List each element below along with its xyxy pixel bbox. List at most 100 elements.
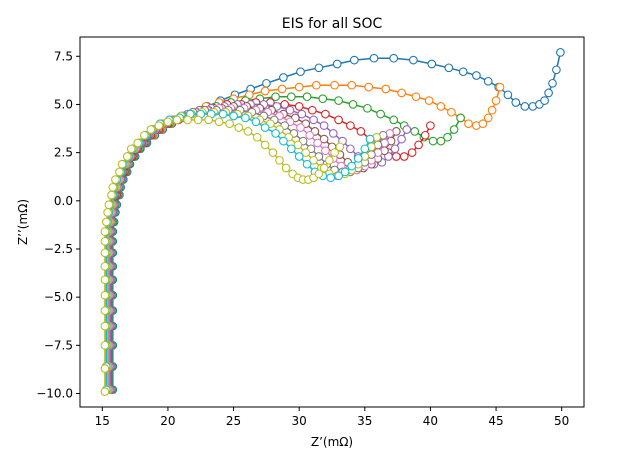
data-point <box>172 115 182 125</box>
data-point <box>397 134 406 144</box>
data-point <box>122 152 132 161</box>
data-point <box>285 105 295 115</box>
data-point <box>391 152 401 161</box>
data-point <box>402 125 412 134</box>
y-tick-label: 2.5 <box>54 146 73 160</box>
data-point <box>111 175 120 184</box>
data-point <box>349 55 359 65</box>
y-tick-label: 5.0 <box>54 97 73 111</box>
data-point <box>100 290 110 300</box>
data-point <box>313 138 322 148</box>
data-point <box>365 134 375 144</box>
data-point <box>414 140 423 150</box>
data-point <box>314 169 324 179</box>
data-point <box>427 59 437 69</box>
data-point <box>309 115 318 125</box>
data-point <box>544 88 553 98</box>
data-point <box>251 117 261 127</box>
y-tick-label: 7.5 <box>54 49 73 63</box>
y-axis-ticks: −10.0 −7.5 −5.0 −2.5 0.0 2.5 5.0 7.5 <box>36 49 80 401</box>
data-point <box>281 163 291 173</box>
series-11 <box>100 115 345 396</box>
data-point <box>100 321 110 331</box>
data-point <box>100 275 110 285</box>
data-point <box>381 84 391 94</box>
data-point <box>491 96 501 105</box>
data-point <box>229 111 238 121</box>
y-tick-label: −5.0 <box>44 290 73 304</box>
data-point <box>335 142 345 152</box>
data-point <box>101 217 111 227</box>
data-point <box>271 92 280 102</box>
data-point <box>356 127 366 136</box>
data-point <box>319 163 329 173</box>
data-point <box>133 138 143 148</box>
data-point <box>449 125 459 134</box>
data-point <box>294 82 304 92</box>
data-point <box>103 208 112 217</box>
data-point <box>183 115 192 125</box>
data-point <box>464 119 473 129</box>
data-point <box>301 148 311 157</box>
x-tick-label: 45 <box>488 414 503 428</box>
data-point <box>390 144 400 154</box>
data-point <box>279 73 288 82</box>
data-point <box>104 200 114 210</box>
data-point <box>107 190 116 200</box>
x-tick-label: 25 <box>226 414 241 428</box>
data-point <box>328 129 338 138</box>
data-point <box>293 140 303 150</box>
x-tick-label: 15 <box>95 414 110 428</box>
data-point <box>424 96 434 105</box>
data-point <box>100 227 110 236</box>
data-point <box>234 123 244 132</box>
data-point <box>399 152 409 161</box>
data-point <box>376 109 385 119</box>
data-point <box>384 152 393 161</box>
data-point <box>334 115 343 125</box>
data-point <box>260 140 270 150</box>
data-point <box>325 155 334 165</box>
data-point <box>241 113 250 123</box>
data-point <box>260 123 270 132</box>
data-point <box>407 148 417 157</box>
data-point <box>520 102 530 111</box>
data-point <box>495 82 505 92</box>
data-point <box>275 155 284 165</box>
data-point <box>426 121 435 130</box>
data-point <box>330 148 339 157</box>
data-point <box>214 117 224 127</box>
data-point <box>297 109 307 119</box>
data-point <box>193 115 203 125</box>
plot-frame <box>79 36 585 408</box>
data-point <box>447 107 456 117</box>
data-point <box>294 102 304 111</box>
data-point <box>204 115 213 125</box>
data-point <box>334 171 343 181</box>
data-point <box>420 130 430 140</box>
data-point <box>330 80 339 90</box>
data-point <box>363 103 372 113</box>
plot-area <box>80 37 584 407</box>
data-point <box>163 117 173 127</box>
data-point <box>552 65 561 75</box>
data-point <box>540 96 549 105</box>
data-point <box>340 167 350 177</box>
data-point <box>296 67 305 77</box>
data-point <box>411 92 421 102</box>
data-point <box>436 136 446 146</box>
y-tick-label: −2.5 <box>44 242 73 256</box>
data-point <box>146 125 156 134</box>
data-point <box>100 340 110 350</box>
data-point <box>252 132 262 142</box>
data-point <box>244 90 254 100</box>
data-point <box>302 159 312 169</box>
data-point <box>483 113 493 123</box>
data-point <box>436 102 446 111</box>
data-point <box>346 121 355 130</box>
data-point <box>428 136 438 146</box>
data-point <box>277 84 287 94</box>
data-point <box>353 154 363 163</box>
data-point <box>100 364 110 373</box>
data-point <box>319 134 329 144</box>
